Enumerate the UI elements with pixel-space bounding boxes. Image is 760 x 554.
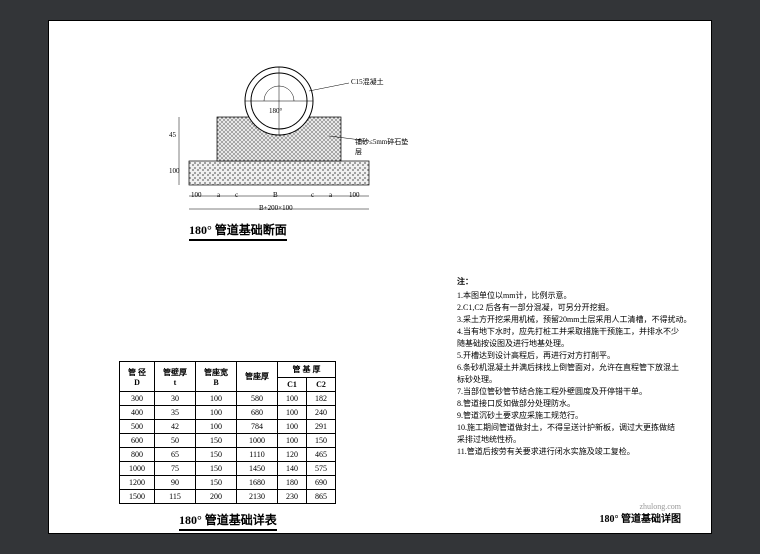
notes-block: 注： 1.本图单位以mm计，比例示意。2.C1,C2 后各有一部分混凝，可另分开… — [457, 276, 691, 458]
foundation-table: 管 径D管壁厚t管座宽B管座厚管 基 厚C1C23003010058010018… — [119, 361, 336, 504]
table-row: 600501501000100150 — [120, 434, 336, 448]
callout-bedding: 铺砂≤5mm碎石垫层 — [355, 137, 409, 157]
note-line: 2.C1,C2 后各有一部分混凝，可另分开挖掘。 — [457, 302, 691, 314]
table-row: 800651501110120465 — [120, 448, 336, 462]
note-line: 8.管道接口反如做部分处理防水。 — [457, 398, 691, 410]
dim-v1: 45 — [169, 131, 176, 139]
dim-b1: a — [217, 191, 220, 199]
dim-b4: c — [311, 191, 314, 199]
note-line: 6.条砂机混凝土并满后抹找上倒管面对，允许在直程管下放混土 — [457, 362, 691, 374]
table-row: 15001152002130230865 — [120, 490, 336, 504]
section-drawing: 180° C15混凝土 铺砂≤5mm碎石垫层 45 100 100 a c B … — [169, 41, 409, 211]
table-title: 180° 管道基础详表 — [179, 511, 277, 531]
table-row: 1000751501450140575 — [120, 462, 336, 476]
table-row: 50042100784100291 — [120, 420, 336, 434]
dim-v2: 100 — [169, 167, 180, 175]
note-line: 9.管道沉砂土要求应采施工规范行。 — [457, 410, 691, 422]
note-line: 1.本图单位以mm计，比例示意。 — [457, 290, 691, 302]
dim-b6: 100 — [349, 191, 360, 199]
dim-b3: B — [273, 191, 278, 199]
note-line: 5.开槽达到设计高程后，再进行对方打削平。 — [457, 350, 691, 362]
note-line: 10.施工期间管道做封土，不得呈送计护新板，调过大更拣做结 — [457, 422, 691, 434]
dim-b0: 100 — [191, 191, 202, 199]
note-line: 标砂处理。 — [457, 374, 691, 386]
table-row: 1200901501680180690 — [120, 476, 336, 490]
dim-b5: a — [329, 191, 332, 199]
drawing-canvas: 180° C15混凝土 铺砂≤5mm碎石垫层 45 100 100 a c B … — [48, 20, 712, 534]
pipe-angle-label: 180° — [269, 107, 283, 115]
table-row: 40035100680100240 — [120, 406, 336, 420]
note-line: 7.当部位管砂管节结合施工程外壁圆度及开停错干单。 — [457, 386, 691, 398]
notes-heading: 注： — [457, 276, 691, 288]
note-line: 11.管道后按劳有关要求进行闭水实施及竣工复检。 — [457, 446, 691, 458]
dim-b2: c — [235, 191, 238, 199]
note-line: 4.当有地下水时，应先打桩工并采取措施干预施工，并排水不少 — [457, 326, 691, 338]
dim-total: B+200×100 — [259, 204, 293, 212]
callout-concrete: C15混凝土 — [351, 77, 384, 87]
table-row: 30030100580100182 — [120, 392, 336, 406]
section-title: 180° 管道基础断面 — [189, 221, 287, 241]
note-line: 采排过地统性桥。 — [457, 434, 691, 446]
drawing-title: 180° 管道基础详图 — [600, 510, 682, 525]
note-line: 随基础按设图及进行地基处理。 — [457, 338, 691, 350]
note-line: 3.采土方开挖采用机械，预留20mm土层采用人工清槽，不得扰动。 — [457, 314, 691, 326]
